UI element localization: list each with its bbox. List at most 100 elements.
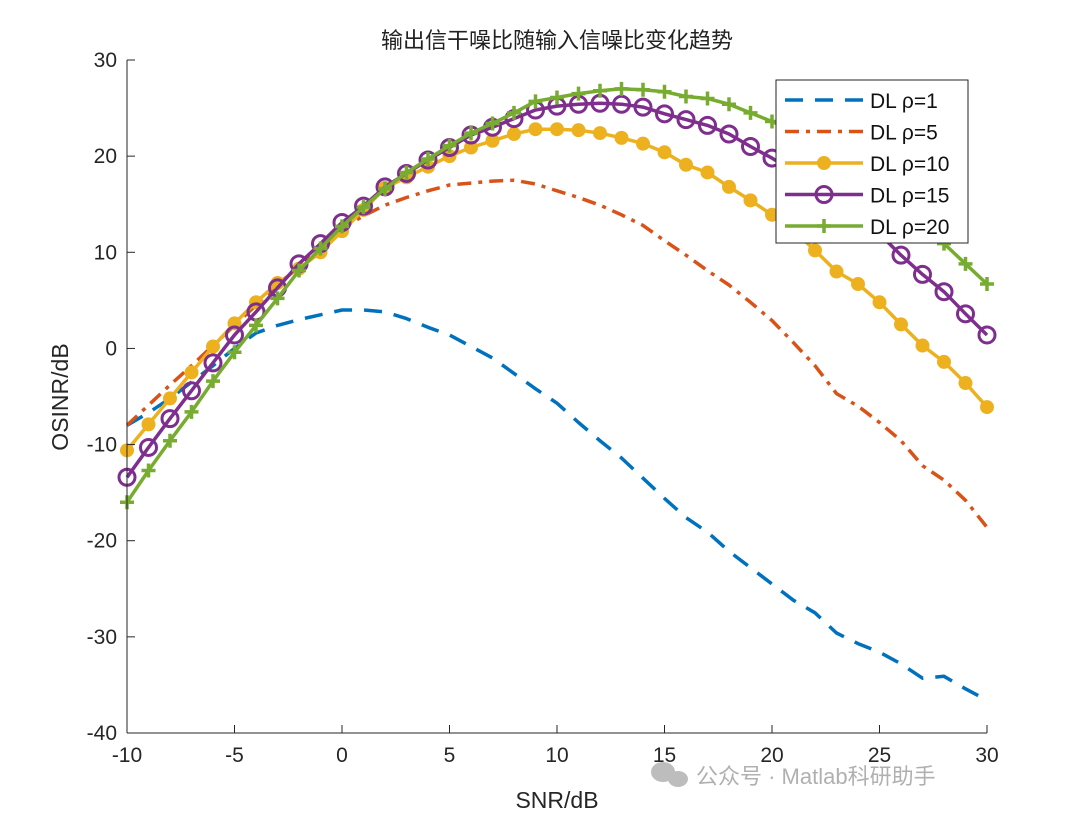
x-tick-label: 10 xyxy=(545,744,568,767)
data-point xyxy=(399,165,414,180)
data-point xyxy=(741,137,760,157)
data-point xyxy=(139,437,158,457)
data-point xyxy=(203,353,223,373)
data-point xyxy=(593,126,607,141)
data-point xyxy=(700,165,715,180)
data-point xyxy=(356,200,371,215)
legend-item: DL ρ=10 xyxy=(785,153,949,176)
data-point xyxy=(182,381,201,401)
data-point xyxy=(698,115,717,135)
data-point xyxy=(249,318,263,333)
data-point xyxy=(872,295,887,310)
data-point xyxy=(507,127,521,142)
x-tick-label: 20 xyxy=(760,744,783,767)
data-point xyxy=(550,122,564,137)
data-point xyxy=(378,181,392,196)
data-point xyxy=(227,345,242,360)
data-point xyxy=(636,82,650,97)
data-point xyxy=(206,374,220,389)
data-point xyxy=(335,219,349,234)
y-tick-label: -20 xyxy=(87,530,117,553)
data-point xyxy=(507,105,521,120)
data-point xyxy=(163,391,177,406)
data-point xyxy=(571,86,586,101)
data-point xyxy=(593,83,607,98)
x-tick-label: 15 xyxy=(653,744,676,767)
data-point xyxy=(184,365,199,380)
data-point xyxy=(958,256,973,271)
data-point xyxy=(141,417,156,432)
data-point xyxy=(442,138,457,153)
data-point xyxy=(485,116,500,131)
data-point xyxy=(270,291,285,306)
data-point xyxy=(421,152,435,167)
data-point xyxy=(657,84,672,99)
x-tick-label: -10 xyxy=(112,744,142,767)
data-point xyxy=(464,126,478,141)
watermark: 公众号 · Matlab科研助手 xyxy=(651,762,936,789)
series-1 xyxy=(126,308,988,702)
data-point xyxy=(571,123,586,138)
data-point xyxy=(851,277,865,292)
data-point xyxy=(934,282,954,302)
data-point xyxy=(141,463,156,478)
legend-item: DL ρ=5 xyxy=(785,122,938,145)
data-point xyxy=(655,104,674,124)
data-point xyxy=(676,110,696,130)
data-point xyxy=(354,196,373,216)
legend-label: DL ρ=1 xyxy=(870,90,938,113)
data-point xyxy=(614,81,629,96)
data-point xyxy=(163,433,177,448)
y-tick-label: 0 xyxy=(105,337,117,360)
data-point xyxy=(829,264,844,279)
legend-label: DL ρ=5 xyxy=(870,122,938,145)
data-point xyxy=(937,354,951,369)
data-point xyxy=(980,277,994,292)
data-point xyxy=(891,245,911,265)
x-tick-label: 0 xyxy=(336,744,348,767)
axes: -10 -5 0 5 10 15 20 25 30 -40 -30 -20 -10 0 10 20 30 xyxy=(87,49,999,767)
data-point xyxy=(528,94,543,109)
data-point xyxy=(958,376,973,391)
y-tick-label: 20 xyxy=(94,145,117,168)
data-point xyxy=(550,90,564,105)
y-axis-label: OSINR/dB xyxy=(47,343,73,450)
chart-title: 输出信干噪比随输入信噪比变化趋势 xyxy=(381,28,733,53)
legend-item: DL ρ=1 xyxy=(785,90,938,113)
data-point xyxy=(206,339,220,354)
data-point xyxy=(719,124,739,144)
data-point xyxy=(980,400,994,415)
y-tick-label: 30 xyxy=(94,49,117,72)
data-point xyxy=(184,404,199,419)
x-axis-label: SNR/dB xyxy=(515,787,598,813)
legend-label: DL ρ=15 xyxy=(870,185,949,208)
y-tick-label: -30 xyxy=(87,626,117,649)
legend: DL ρ=1 DL ρ=5 DL ρ=10 DL ρ=15 DL ρ=20 xyxy=(775,79,969,244)
data-point xyxy=(464,140,478,155)
legend-label: DL ρ=20 xyxy=(870,216,949,239)
wechat-icon xyxy=(651,762,688,787)
series-line xyxy=(126,308,988,702)
data-point xyxy=(679,89,693,104)
data-point xyxy=(418,150,438,170)
data-point xyxy=(956,304,975,324)
legend-marker xyxy=(817,219,831,233)
legend-marker xyxy=(814,185,834,204)
data-point xyxy=(915,338,930,353)
watermark-text: 公众号 · Matlab科研助手 xyxy=(696,764,936,789)
x-tick-label: 25 xyxy=(868,744,891,767)
legend-label: DL ρ=10 xyxy=(870,153,949,176)
data-point xyxy=(808,243,822,258)
data-point xyxy=(700,91,715,106)
data-point xyxy=(612,94,631,114)
y-tick-label: -10 xyxy=(87,434,117,457)
legend-marker xyxy=(817,156,831,170)
data-point xyxy=(913,264,932,284)
data-point xyxy=(614,130,629,145)
legend-item: DL ρ=20 xyxy=(785,216,949,239)
data-point xyxy=(313,241,328,256)
data-point xyxy=(894,317,908,332)
data-point xyxy=(160,409,180,429)
data-point xyxy=(679,157,693,172)
